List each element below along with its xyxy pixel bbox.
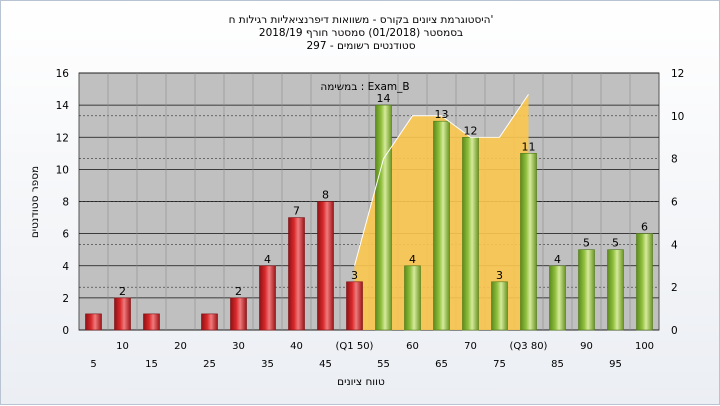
bar-9 xyxy=(317,201,334,331)
y-axis-label: מספר סטודנטים xyxy=(29,166,41,238)
x-tick-label-17: 85 xyxy=(551,359,564,370)
bar-12 xyxy=(404,265,421,331)
area-series-outline xyxy=(354,94,529,266)
value-label-12: 4 xyxy=(409,253,416,266)
value-label-19: 5 xyxy=(612,237,619,250)
value-label-11: 14 xyxy=(377,92,391,105)
value-label-18: 5 xyxy=(583,237,590,250)
y-tick-label-2: 2 xyxy=(62,293,69,305)
y2-tick-label-10: 10 xyxy=(671,111,684,123)
value-labels-group: 2 2 4 7 8 3 14 4 13 12 3 11 4 5 5 6 xyxy=(119,92,648,298)
value-label-9: 8 xyxy=(322,189,329,202)
x-tick-label-10: (Q1 50) xyxy=(336,341,374,352)
chart-title: היסטוגרמת ציונים בקורס - משוואות דיפרנצי… xyxy=(229,14,494,26)
x-tick-label-13: 65 xyxy=(435,359,448,370)
chart-subtitle: בסמסטר (01/2018) סמסטר חורף 2018/19 xyxy=(259,27,463,39)
bar-14 xyxy=(462,137,479,331)
bar-8 xyxy=(288,217,305,331)
bar-16 xyxy=(520,153,537,331)
value-label-10: 3 xyxy=(351,269,358,282)
x-tick-label-6: 30 xyxy=(232,341,245,352)
x-ticks: 5 10 15 20 25 30 35 40 45 (Q1 50)55 60 65 70 75 (Q3 80… xyxy=(90,341,654,370)
x-tick-label-12: 60 xyxy=(406,341,419,352)
x-tick-label-9: 45 xyxy=(319,359,332,370)
x-tick-label-16: (Q3 80) xyxy=(510,341,548,352)
x-tick-label-3: 15 xyxy=(145,359,158,370)
value-label-6: 2 xyxy=(235,285,242,298)
x-tick-label-19: 95 xyxy=(609,359,622,370)
right-y-ticks: 0 2 4 6 8 10 12 xyxy=(671,68,684,337)
y-tick-label-0: 0 xyxy=(62,325,69,337)
left-y-ticks: 0 2 4 6 8 10 12 14 16 xyxy=(56,68,70,337)
value-label-8: 7 xyxy=(293,205,300,218)
y2-tick-label-8: 8 xyxy=(671,154,678,166)
bar-7 xyxy=(259,265,276,331)
x-tick-label-14: 70 xyxy=(464,341,477,352)
x-tick-label-5: 25 xyxy=(203,359,216,370)
value-label-7: 4 xyxy=(264,253,271,266)
x-tick-label-1: 5 xyxy=(90,359,96,370)
y-tick-label-16: 16 xyxy=(56,68,70,80)
bar-19 xyxy=(607,249,624,331)
x-tick-label-2: 10 xyxy=(116,341,129,352)
value-label-14: 12 xyxy=(464,124,478,137)
x-tick-label-11: 55 xyxy=(377,359,390,370)
bar-10 xyxy=(346,281,363,331)
value-label-16: 11 xyxy=(522,140,536,153)
y-tick-label-8: 8 xyxy=(62,197,69,209)
y2-tick-label-6: 6 xyxy=(671,197,678,209)
y2-tick-label-4: 4 xyxy=(671,239,678,251)
registered-students-line: סטודנטים רשומים - 297 xyxy=(306,40,415,52)
y-tick-label-4: 4 xyxy=(62,261,69,273)
bar-15 xyxy=(491,281,508,331)
value-label-20: 6 xyxy=(641,221,648,234)
y2-tick-label-0: 0 xyxy=(671,325,678,337)
x-tick-label-20: 100 xyxy=(635,341,654,352)
bar-5 xyxy=(201,313,218,331)
x-tick-label-8: 40 xyxy=(290,341,303,352)
bars-group xyxy=(85,104,653,331)
bar-2 xyxy=(114,297,131,331)
y-tick-label-12: 12 xyxy=(56,132,69,144)
legend-label: במשימה : Exam_B xyxy=(320,81,409,93)
bar-6 xyxy=(230,297,247,331)
value-label-17: 4 xyxy=(554,253,561,266)
x-tick-label-18: 90 xyxy=(580,341,593,352)
bar-11 xyxy=(375,104,392,331)
y-tick-label-10: 10 xyxy=(56,164,69,176)
x-axis-label: טווח ציונים xyxy=(337,376,385,388)
y2-tick-label-2: 2 xyxy=(671,282,678,294)
bar-17 xyxy=(549,265,566,331)
x-tick-label-4: 20 xyxy=(174,341,187,352)
bar-18 xyxy=(578,249,595,331)
y-tick-label-6: 6 xyxy=(62,229,69,241)
bar-1 xyxy=(85,313,102,331)
bar-20 xyxy=(636,233,653,331)
value-label-15: 3 xyxy=(496,269,503,282)
value-label-2: 2 xyxy=(119,285,126,298)
value-label-13: 13 xyxy=(435,108,449,121)
x-tick-label-15: 75 xyxy=(493,359,506,370)
bar-3 xyxy=(143,313,160,331)
x-tick-label-7: 35 xyxy=(261,359,274,370)
y-tick-label-14: 14 xyxy=(56,100,70,112)
bar-13 xyxy=(433,120,450,331)
y2-tick-label-12: 12 xyxy=(671,68,684,80)
